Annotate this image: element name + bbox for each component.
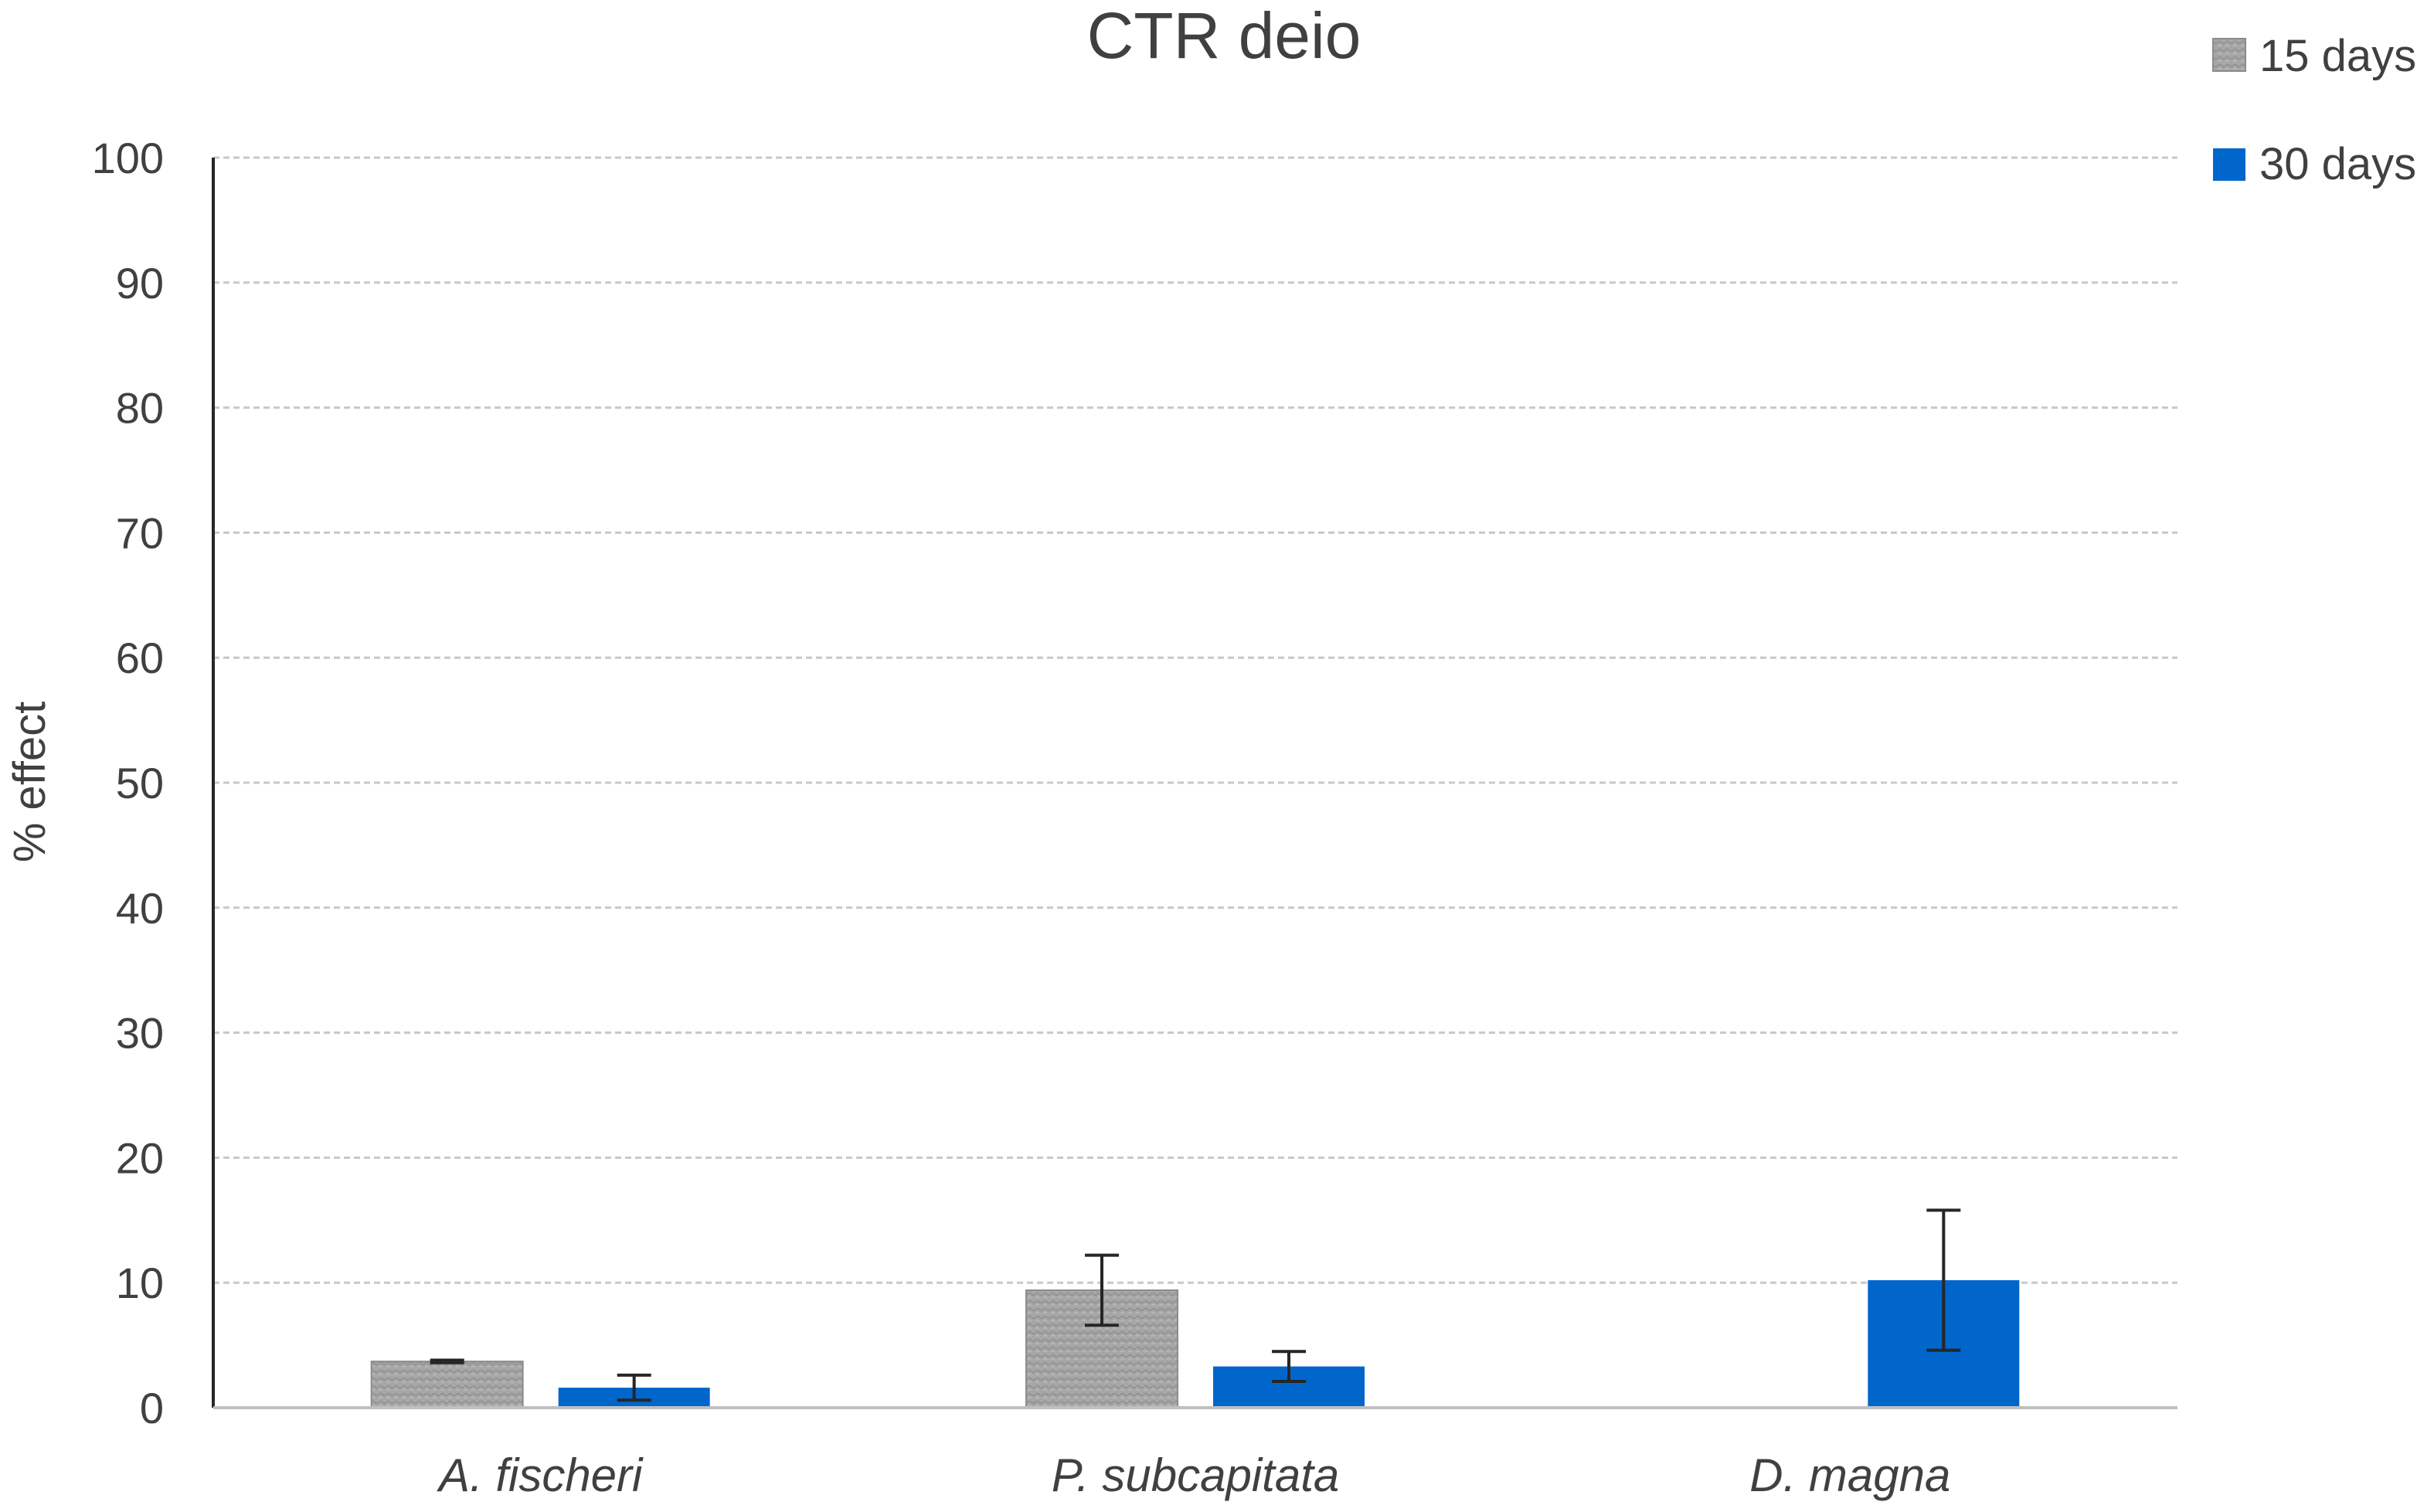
y-tick-label: 80 — [116, 384, 164, 433]
error-bars — [430, 1208, 1961, 1402]
y-tick-label: 30 — [116, 1009, 164, 1058]
chart-title: CTR deio — [1087, 0, 1361, 72]
legend: 15 days 30 days — [2212, 31, 2416, 189]
legend-swatch-15-days — [2212, 38, 2246, 72]
y-tick-label: 60 — [116, 634, 164, 682]
y-tick-label: 20 — [116, 1133, 164, 1182]
y-tick-label: 40 — [116, 884, 164, 933]
bars — [370, 1279, 2020, 1409]
x-tick-label: P. subcapitata — [1052, 1449, 1340, 1501]
x-tick-label: D. magna — [1749, 1449, 1950, 1501]
y-tick-label: 70 — [116, 508, 164, 557]
x-tick-label: A. fischeri — [437, 1449, 644, 1501]
x-tick-labels: A. fischeri P. subcapitata D. magna — [437, 1449, 1950, 1501]
bar-15-days — [370, 1361, 524, 1409]
y-axis-title: % effect — [5, 702, 55, 863]
y-tick-labels: 0 10 20 30 40 50 60 70 80 90 100 — [92, 134, 164, 1432]
y-tick-label: 0 — [140, 1384, 164, 1432]
y-tick-label: 10 — [116, 1259, 164, 1307]
legend-swatch-30-days — [2213, 148, 2245, 181]
y-tick-label: 100 — [92, 134, 164, 182]
legend-label-15-days: 15 days — [2259, 31, 2416, 81]
gridlines — [213, 156, 2177, 1284]
legend-label-30-days: 30 days — [2259, 139, 2416, 189]
y-tick-label: 90 — [116, 259, 164, 307]
y-tick-label: 50 — [116, 759, 164, 807]
